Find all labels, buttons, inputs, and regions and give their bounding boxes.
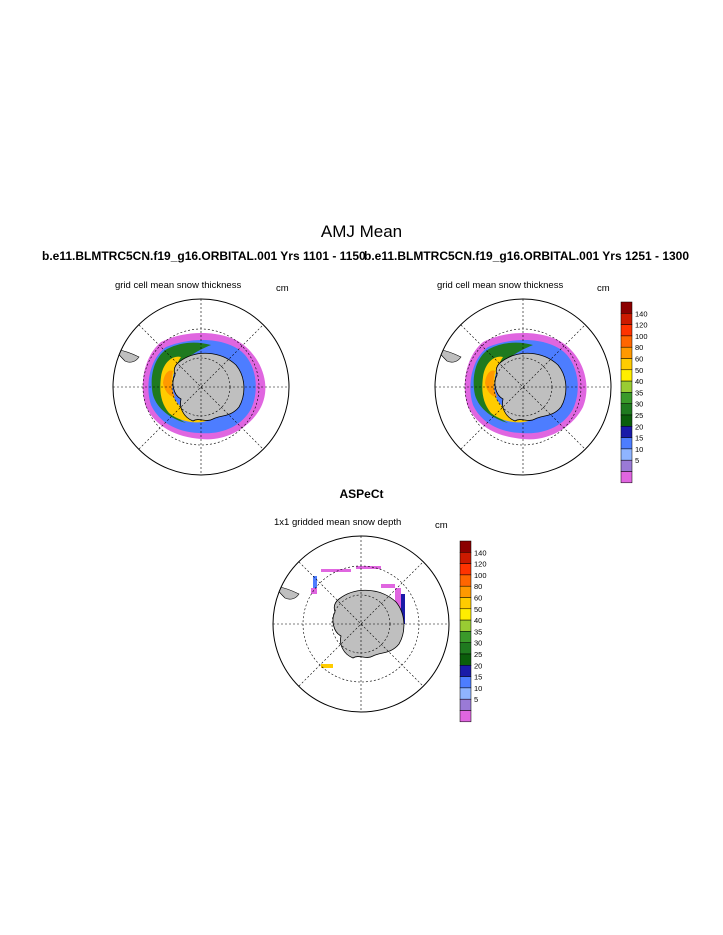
antarctica-land <box>494 352 567 422</box>
graticule <box>113 299 289 475</box>
colorbar-swatch <box>459 631 472 643</box>
colorbar-swatch <box>620 426 633 438</box>
colorbar-level-label: 20 <box>635 422 643 431</box>
colorbar-swatch <box>459 619 472 632</box>
colorbar-swatch <box>459 574 472 587</box>
obs-panel-title: 1x1 gridded mean snow depth <box>274 517 402 528</box>
left-run-label: b.e11.BLMTRC5CN.f19_g16.ORBITAL.001 Yrs … <box>42 249 366 263</box>
colorbar-swatch <box>620 324 633 337</box>
colorbar-swatch <box>459 665 472 677</box>
obs-title: ASPeCt <box>339 487 384 501</box>
colorbar-level-label: 35 <box>635 388 643 397</box>
colorbar-level-label: 140 <box>635 309 648 318</box>
colorbar-swatch <box>620 403 633 416</box>
colorbar-swatch <box>620 358 633 371</box>
colorbar-level-label: 50 <box>474 605 482 614</box>
snow-yellow <box>160 356 211 423</box>
colorbar-swatch <box>459 687 472 700</box>
colorbar-level-label: 60 <box>635 355 643 364</box>
colorbar-level-label: 30 <box>635 400 643 409</box>
colorbar-swatch <box>620 301 633 314</box>
colorbar-level-label: 25 <box>474 650 482 659</box>
colorbar-level-label: 60 <box>474 594 482 603</box>
colorbar-swatch <box>620 346 633 359</box>
south-america-land <box>115 348 140 363</box>
colorbar-level-label: 10 <box>474 684 482 693</box>
colorbar-swatch <box>620 369 633 382</box>
colorbar-swatch <box>459 608 472 621</box>
obs-panel-units: cm <box>435 520 448 531</box>
colorbar-level-label: 50 <box>635 366 643 375</box>
antarctica-land <box>332 589 405 659</box>
colorbar-level-label: 15 <box>474 673 482 682</box>
colorbar-swatch <box>459 597 472 610</box>
colorbar-swatch <box>620 313 633 325</box>
colorbar-swatch <box>620 459 633 472</box>
colorbar-swatch <box>620 471 633 484</box>
snow-orange <box>485 370 497 397</box>
left-panel-units: cm <box>276 283 289 294</box>
south-america-land <box>275 585 300 600</box>
colorbar-swatch <box>620 335 633 348</box>
colorbar-level-label: 10 <box>635 445 643 454</box>
obs-polar-map <box>272 535 450 713</box>
graticule <box>273 536 449 712</box>
colorbar-swatch <box>459 698 472 711</box>
colorbar-swatch <box>459 710 472 723</box>
colorbar-swatch <box>620 437 633 450</box>
colorbar-swatch <box>459 642 472 655</box>
colorbar-swatch <box>459 540 472 553</box>
antarctica-land <box>172 352 245 422</box>
figure-title: AMJ Mean <box>320 222 403 241</box>
graticule <box>435 299 611 475</box>
colorbar-swatch <box>459 585 472 598</box>
colorbar-level-label: 20 <box>474 661 482 670</box>
right-panel-title: grid cell mean snow thickness <box>437 280 564 291</box>
colorbar-swatch <box>620 392 633 404</box>
colorbar-level-label: 5 <box>635 456 639 465</box>
colorbar-level-label: 100 <box>635 332 648 341</box>
colorbar-level-label: 80 <box>474 582 482 591</box>
colorbar-level-label: 40 <box>474 616 482 625</box>
colorbar-level-label: 140 <box>474 548 487 557</box>
snow-orange <box>163 370 175 397</box>
colorbar-level-label: 100 <box>474 571 487 580</box>
left-polar-map <box>112 298 290 476</box>
colorbar-swatch <box>459 563 472 576</box>
colorbar-level-label: 25 <box>635 411 643 420</box>
colorbar-bottom: 140 120 100 80 60 50 40 35 30 25 20 15 10 5 <box>459 540 487 723</box>
colorbar-swatch <box>459 552 472 564</box>
colorbar-swatch <box>459 653 472 666</box>
colorbar-level-label: 5 <box>474 695 478 704</box>
colorbar-swatch <box>620 448 633 461</box>
colorbar-top: 140 120 100 80 60 50 40 35 30 25 20 15 10 5 <box>620 301 648 484</box>
south-america-land <box>437 348 462 363</box>
colorbar-swatch <box>620 414 633 427</box>
colorbar-swatch <box>459 676 472 689</box>
colorbar-level-label: 30 <box>474 639 482 648</box>
right-run-label: b.e11.BLMTRC5CN.f19_g16.ORBITAL.001 Yrs … <box>364 249 690 263</box>
colorbar-level-label: 15 <box>635 434 643 443</box>
colorbar-level-label: 120 <box>474 560 487 569</box>
colorbar-level-label: 35 <box>474 627 482 636</box>
left-panel-title: grid cell mean snow thickness <box>115 280 242 291</box>
colorbar-level-label: 80 <box>635 343 643 352</box>
right-polar-map <box>434 298 612 476</box>
colorbar-swatch <box>620 380 633 393</box>
right-panel-units: cm <box>597 283 610 294</box>
colorbar-level-label: 40 <box>635 377 643 386</box>
colorbar-level-label: 120 <box>635 321 648 330</box>
snow-yellow <box>482 356 533 423</box>
